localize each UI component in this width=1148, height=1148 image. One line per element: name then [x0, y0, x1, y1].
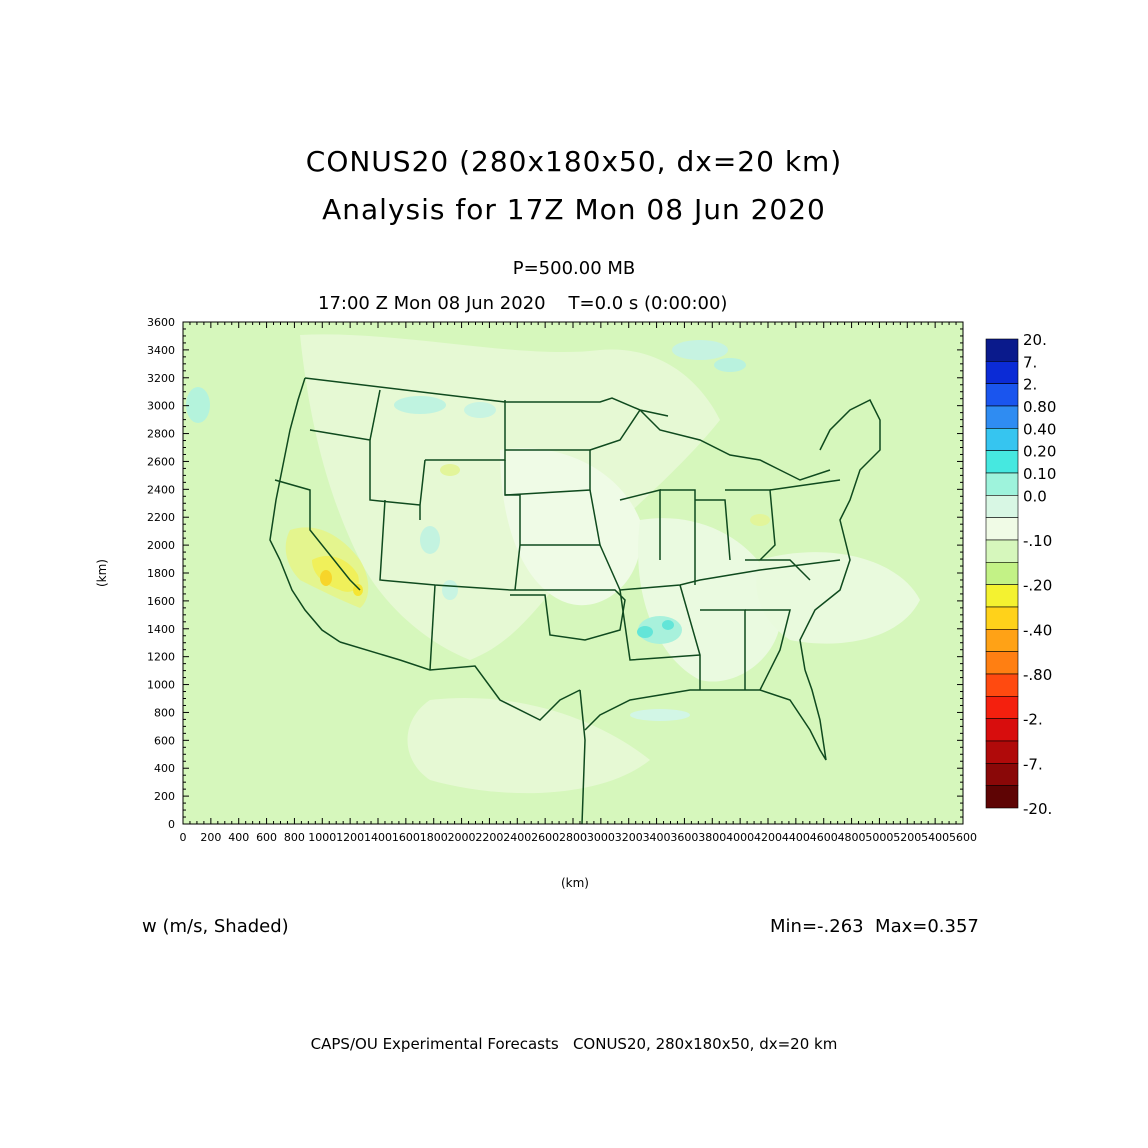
colorbar-label: 0.40 [1023, 420, 1056, 438]
political-boundaries [269, 377, 881, 824]
colorbar-swatch [985, 383, 1019, 407]
x-tick-label: 5000 [865, 831, 893, 844]
y-tick-label: 200 [154, 790, 175, 803]
x-tick-label: 2400 [503, 831, 531, 844]
y-tick-label: 3400 [147, 344, 175, 357]
y-tick-label: 3200 [147, 372, 175, 385]
y-tick-label: 2800 [147, 428, 175, 441]
plot-title-line2: Analysis for 17Z Mon 08 Jun 2020 [322, 193, 826, 226]
x-tick-label: 4200 [754, 831, 782, 844]
colorbar-label: 0.80 [1023, 398, 1056, 416]
colorbar-swatch [985, 673, 1019, 697]
colorbar-label: 0.20 [1023, 443, 1056, 461]
plot-frame [182, 321, 964, 825]
min-max-label: Min=-.263 Max=0.357 [770, 916, 979, 937]
y-tick-label: 3600 [147, 316, 175, 329]
colorbar-label: 0.0 [1023, 487, 1047, 505]
x-tick-label: 1400 [364, 831, 392, 844]
colorbar-swatch [985, 718, 1019, 742]
x-tick-label: 4800 [838, 831, 866, 844]
plot-title-line1: CONUS20 (280x180x50, dx=20 km) [305, 145, 843, 178]
colorbar-swatch [985, 472, 1019, 496]
x-axis-label: (km) [561, 876, 589, 890]
x-tick-label: 0 [180, 831, 187, 844]
y-tick-label: 2000 [147, 539, 175, 552]
y-tick-label: 1600 [147, 595, 175, 608]
x-tick-label: 3200 [615, 831, 643, 844]
colorbar-swatch [985, 629, 1019, 652]
colorbar-label: -.40 [1023, 621, 1052, 639]
colorbar-swatch [985, 450, 1019, 474]
colorbar-swatch [985, 696, 1019, 719]
x-tick-label: 5400 [921, 831, 949, 844]
colorbar: 20. 7. 2. 0.80 0.40 0.20 0.10 0.0 -.10 -.20 -.40 -.… [985, 331, 1056, 818]
credit-line: CAPS/OU Experimental Forecasts CONUS20, … [310, 1035, 838, 1053]
colorbar-swatch [985, 785, 1019, 809]
variable-label: w (m/s, Shaded) [142, 916, 289, 937]
colorbar-swatch [985, 651, 1019, 675]
x-tick-label: 1800 [420, 831, 448, 844]
y-tick-label: 600 [154, 734, 175, 747]
x-tick-label: 3600 [670, 831, 698, 844]
x-tick-label: 3400 [643, 831, 671, 844]
x-tick-label: 5600 [949, 831, 977, 844]
y-tick-label: 1200 [147, 651, 175, 664]
x-tick-label: 4600 [810, 831, 838, 844]
y-tick-label: 2600 [147, 455, 175, 468]
x-tick-label: 2800 [559, 831, 587, 844]
colorbar-label: -2. [1023, 711, 1043, 729]
y-tick-label: 2200 [147, 511, 175, 524]
colorbar-label: -.10 [1023, 532, 1052, 550]
y-tick-label: 3000 [147, 400, 175, 413]
colorbar-label: 2. [1023, 376, 1037, 394]
y-tick-label: 1800 [147, 567, 175, 580]
colorbar-label: 20. [1023, 331, 1047, 349]
x-tick-label: 1600 [392, 831, 420, 844]
pressure-level-label: P=500.00 MB [512, 258, 636, 279]
colorbar-swatch [985, 361, 1019, 384]
colorbar-swatch [985, 517, 1019, 541]
colorbar-swatch [985, 539, 1019, 563]
y-tick-label: 800 [154, 706, 175, 719]
colorbar-label: -.80 [1023, 666, 1052, 684]
colorbar-label: -7. [1023, 755, 1043, 773]
colorbar-swatch [985, 584, 1019, 608]
y-tick-label: 400 [154, 762, 175, 775]
colorbar-label: 0.10 [1023, 465, 1056, 483]
y-tick-label: 1400 [147, 623, 175, 636]
x-tick-label: 5200 [893, 831, 921, 844]
x-tick-label: 2000 [448, 831, 476, 844]
y-tick-label: 1000 [147, 679, 175, 692]
x-tick-label: 3800 [698, 831, 726, 844]
x-tick-label: 2600 [531, 831, 559, 844]
colorbar-swatch [985, 763, 1019, 786]
colorbar-swatch [985, 495, 1019, 518]
y-tick-label: 0 [168, 818, 175, 831]
x-tick-label: 800 [284, 831, 305, 844]
colorbar-swatch [985, 338, 1019, 362]
x-tick-label: 600 [256, 831, 277, 844]
x-tick-label: 200 [200, 831, 221, 844]
y-tick-label: 2400 [147, 483, 175, 496]
valid-time-label: 17:00 Z Mon 08 Jun 2020 T=0.0 s (0:00:00… [318, 293, 728, 314]
x-tick-label: 3000 [587, 831, 615, 844]
colorbar-swatch [985, 740, 1019, 764]
colorbar-swatch [985, 562, 1019, 585]
colorbar-swatch [985, 606, 1019, 630]
x-tick-label: 1000 [308, 831, 336, 844]
colorbar-label: 7. [1023, 353, 1037, 371]
x-tick-label: 400 [228, 831, 249, 844]
y-axis-label: (km) [95, 559, 109, 587]
colorbar-label: -20. [1023, 800, 1052, 818]
x-tick-label: 2200 [475, 831, 503, 844]
x-tick-label: 1200 [336, 831, 364, 844]
x-tick-label: 4400 [782, 831, 810, 844]
colorbar-label: -.20 [1023, 577, 1052, 595]
colorbar-swatch [985, 428, 1019, 451]
x-tick-label: 4000 [726, 831, 754, 844]
colorbar-swatch [985, 405, 1019, 429]
